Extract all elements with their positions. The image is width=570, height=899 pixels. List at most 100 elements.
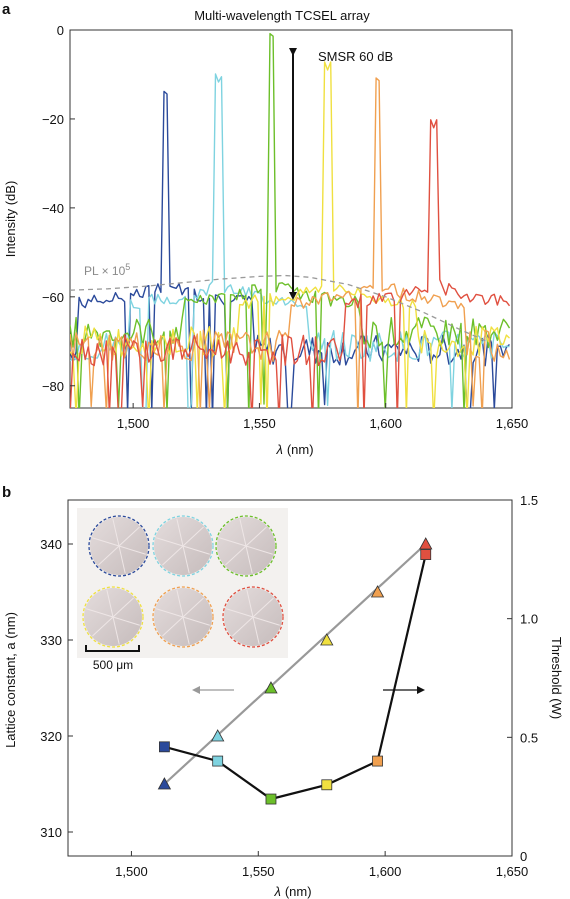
pl-annotation-exponent: 5 [125,262,130,272]
inset-disc-sector-line [118,545,126,574]
inset-disc-sector-line [92,616,114,637]
panel-a-ylabel: Intensity (dB) [3,181,18,258]
inset-disc-sector-line [245,526,267,547]
a-xtick-label: 1,650 [496,416,529,431]
pl-annotation-prefix: PL × 10 [84,264,126,278]
inset-disc-sector-line [156,537,184,547]
inset-disc-sector-line [156,608,184,618]
panel-b-xlabel-unit: (nm) [285,884,312,899]
panel-a-xlabel-unit: (nm) [287,442,314,457]
inset-disc-sector-line [246,589,254,618]
inset-disc-sector-line [86,608,114,618]
b-ytick-label: 340 [40,537,62,552]
inset-disc-sector-line [182,597,204,618]
panel-a-label: a [2,1,11,18]
panel-b-ylabel-left: Lattice constant, a (nm) [3,612,18,748]
inset-disc-sector-line [92,537,120,547]
b-xtick-label: 1,650 [496,864,529,879]
spectrum-line-1 [70,90,510,408]
b-xtick-label: 1,500 [115,864,148,879]
inset-disc-sector-line [245,545,253,574]
spectrum-line-5 [70,77,511,408]
inset-disc-sector-line [226,608,254,618]
b-ytick-label: 320 [40,729,62,744]
inset-disc-sector-line [162,545,184,566]
scale-bar-label: 500 μm [93,658,133,672]
b-ytick-right-label: 0.5 [520,730,538,745]
lattice-point-3 [264,681,278,694]
inset-disc-sector-line [225,545,247,566]
spectrum-line-6 [70,119,511,408]
inset-disc-sector-line [112,518,120,547]
b-xtick-label: 1,600 [369,864,402,879]
panel-b-ylabel-right: Threshold (W) [549,637,564,719]
threshold-point-6 [420,549,432,560]
smsr-annotation: SMSR 60 dB [318,49,393,64]
inset-disc-sector-line [252,597,274,618]
threshold-line [164,554,427,801]
lattice-point-6 [419,537,433,550]
panel-b-xlabel: λ (nm) [273,884,311,899]
inset-disc-sector-line [118,526,140,547]
inset-disc-ring-4 [82,586,144,648]
panel-b-label: b [2,484,11,501]
inset-disc-sector-line [112,597,134,618]
inset-disc-sector-line [182,545,210,555]
spectrum-line-3 [70,32,511,408]
threshold-point-5 [372,755,383,767]
inset-disc-sector-line [219,537,247,547]
panel-a-title: Multi-wavelength TCSEL array [194,8,370,23]
inset-disc-sector-line [176,518,184,547]
inset-disc-ring-2 [152,515,214,577]
threshold-point-4 [321,779,333,791]
pl-annotation: PL × 105 [84,262,130,278]
a-ytick-label: 0 [57,23,64,38]
a-ytick-label: −80 [42,379,64,394]
a-ytick-label: −20 [42,112,64,127]
panel-a-xlabel: λ (nm) [275,442,313,457]
inset-disc-sector-line [182,526,204,547]
panel-a-plot-area [70,32,511,408]
b-ytick-right-label: 1.0 [520,612,538,627]
lattice-fit-line [163,543,427,785]
inset-disc-ring-5 [152,586,214,648]
a-xtick-label: 1,600 [369,416,402,431]
spectrum-line-4 [70,61,510,408]
inset-disc-sector-line [176,589,184,618]
inset-disc-sector-line [182,616,210,626]
threshold-point-1 [159,741,170,753]
lattice-point-4 [320,633,334,646]
spectrum-line-2 [70,73,510,408]
panel-a-xlabel-symbol: λ [275,442,282,457]
lattice-point-2 [211,729,225,742]
b-ytick-right-label: 0 [520,849,527,864]
threshold-point-3 [265,793,277,805]
inset-disc-sector-line [98,545,120,566]
inset-disc-sector-line [232,616,254,637]
inset-disc-sector-line [112,616,140,626]
inset-disc-sector-line [252,616,280,626]
panel-b-xlabel-symbol: λ [273,884,280,899]
inset-disc-sector-line [112,616,120,645]
inset-disc-sector-line [252,616,260,645]
lattice-point-1 [157,777,172,790]
b-ytick-right-label: 1.5 [520,493,538,508]
b-ytick-label: 330 [40,633,62,648]
b-xtick-label: 1,550 [242,864,275,879]
inset-disc-sector-line [182,616,190,645]
inset-disc-ring-3 [215,515,277,577]
a-xtick-label: 1,500 [117,416,150,431]
panel-b-axes: 1,500 1,550 1,600 1,650 310 320 330 340 0 0.5 1.0 1… [40,493,538,879]
a-ytick-label: −40 [42,201,64,216]
panel-b-frame [67,499,513,857]
inset-photo: 500 μm [77,508,288,672]
panel-b-plot-area [157,537,433,805]
panel-a-axes: 1,500 1,550 1,600 1,650 0 −20 −40 −60 −80 [42,23,528,431]
inset-disc-ring-6 [222,586,284,648]
a-xtick-label: 1,550 [243,416,276,431]
inset-disc-sector-line [162,616,184,637]
inset-discs [82,515,284,648]
inset-disc-ring-1 [88,515,150,577]
